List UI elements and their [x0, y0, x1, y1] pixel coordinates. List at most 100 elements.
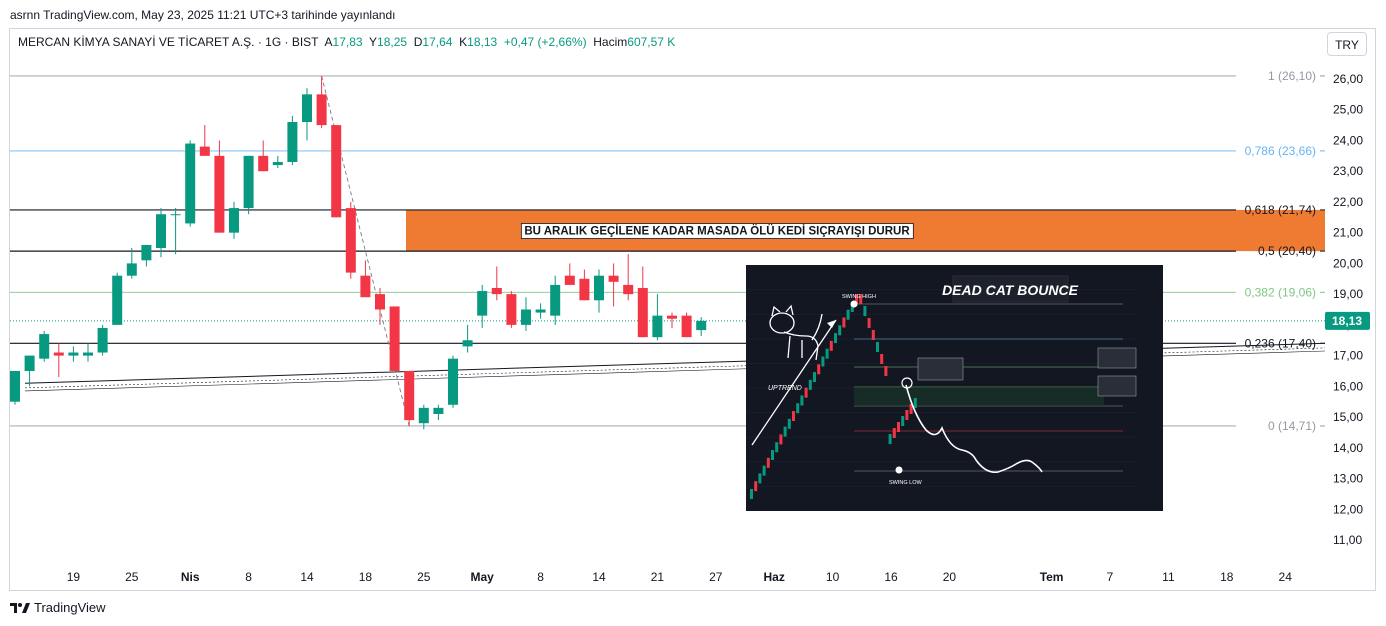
- inset-candle: [821, 356, 825, 367]
- dead-cat-bounce-inset: UPTREND SWING HIGH SWING LOW DEAD CAT BOUNC…: [746, 265, 1163, 511]
- candle: [681, 312, 692, 338]
- candle: [579, 269, 590, 301]
- high-value: 18,25: [377, 35, 408, 49]
- x-tick-label: 18: [1220, 570, 1234, 584]
- candle: [389, 306, 400, 371]
- inset-candle: [855, 294, 858, 305]
- candle-body: [243, 155, 254, 209]
- candle: [448, 355, 458, 408]
- inset-candle: [758, 473, 762, 484]
- candle: [418, 404, 429, 430]
- inset-fib-zone: [854, 387, 1104, 406]
- candle-body: [316, 94, 327, 126]
- inset-candle: [750, 489, 753, 499]
- y-tick-label: 24,00: [1333, 133, 1363, 147]
- candle: [302, 88, 312, 141]
- symbol-title[interactable]: MERCAN KİMYA SANAYİ VE TİCARET A.Ş. · 1G…: [18, 35, 319, 49]
- volume-label: Hacim: [593, 35, 628, 49]
- candle-body: [272, 161, 283, 166]
- candle: [126, 248, 137, 279]
- inset-candle: [804, 387, 808, 398]
- x-tick-label: May: [471, 570, 495, 584]
- candle-body: [418, 407, 429, 424]
- tradingview-logo-icon: [10, 602, 30, 613]
- fib-level-label: 0,786 (23,66): [1245, 144, 1316, 158]
- y-tick-label: 16,00: [1333, 379, 1363, 393]
- candle: [404, 370, 415, 427]
- inset-candle: [834, 333, 837, 344]
- candle: [623, 254, 634, 301]
- candle: [491, 266, 502, 301]
- inset-candle: [792, 411, 795, 422]
- candle: [608, 263, 619, 307]
- candle-body: [521, 309, 531, 325]
- y-tick-label: 17,00: [1333, 349, 1363, 363]
- inset-candle: [901, 416, 905, 426]
- candle-body: [258, 155, 269, 172]
- zone-text: BU ARALIK GEÇİLENE KADAR MASADA ÖLÜ KEDİ…: [524, 225, 910, 238]
- candle-body: [185, 143, 196, 224]
- fib-level-label: 0,382 (19,06): [1245, 285, 1316, 299]
- inset-candle: [913, 398, 917, 408]
- inset-candle: [787, 418, 791, 429]
- inset-swing-low-dot: [895, 466, 903, 474]
- candle-body: [681, 315, 692, 338]
- candle: [550, 275, 561, 325]
- candle: [97, 324, 108, 356]
- x-tick-label: 8: [537, 570, 544, 584]
- inset-uptrend-arrow: [751, 319, 837, 446]
- x-tick-label: 20: [943, 570, 957, 584]
- inset-candle: [825, 348, 829, 359]
- y-tick-label: 26,00: [1333, 72, 1363, 86]
- candle-body: [579, 278, 590, 301]
- tradingview-brand[interactable]: TradingView: [10, 600, 106, 615]
- inset-candle: [846, 309, 850, 320]
- inset-candle: [829, 340, 833, 351]
- x-tick-label: 27: [709, 570, 723, 584]
- candle-body: [53, 352, 64, 356]
- inset-candle: [754, 481, 758, 492]
- candle: [83, 343, 93, 362]
- x-tick-label: 7: [1107, 570, 1114, 584]
- candle: [696, 317, 707, 336]
- y-tick-label: 15,00: [1333, 410, 1363, 424]
- inset-candle: [880, 354, 884, 364]
- candle: [345, 201, 356, 279]
- candle-body: [448, 358, 458, 405]
- candle: [68, 346, 79, 362]
- candle: [331, 125, 342, 218]
- candle-body: [156, 214, 166, 249]
- candle-body: [302, 94, 312, 123]
- fib-level-label: 1 (26,10): [1268, 69, 1316, 83]
- inset-candle: [859, 294, 863, 304]
- brand-label: TradingView: [34, 600, 106, 615]
- inset-swing-high-dot: [850, 300, 858, 308]
- inset-candle: [779, 434, 783, 445]
- candle-body: [287, 122, 298, 162]
- inset-cat-head: [769, 312, 795, 334]
- candle-body: [667, 315, 677, 319]
- candle-body: [404, 370, 415, 421]
- candle: [360, 260, 371, 298]
- candle-body: [389, 306, 400, 371]
- candle-body: [477, 291, 488, 316]
- candle-body: [345, 208, 356, 273]
- candle-body: [170, 214, 181, 216]
- candle-body: [608, 275, 619, 282]
- change-value: +0,47 (+2,66%): [503, 35, 587, 49]
- x-tick-label: 11: [1162, 570, 1175, 584]
- x-tick-label: 10: [826, 570, 840, 584]
- fib-level-label: 0,236 (17,40): [1245, 336, 1316, 350]
- y-tick-label: 11,00: [1333, 533, 1362, 547]
- currency-button[interactable]: TRY: [1327, 32, 1367, 56]
- inset-candle: [775, 442, 779, 453]
- inset-swing-low-label: SWING LOW: [889, 480, 923, 486]
- inset-note-box: [1097, 375, 1137, 397]
- inset-candle: [909, 404, 913, 414]
- candle-body: [375, 294, 385, 310]
- open-label: A: [324, 35, 333, 49]
- inset-title: DEAD CAT BOUNCE: [942, 282, 1079, 298]
- inset-candle: [842, 317, 846, 328]
- close-label: K: [459, 35, 468, 49]
